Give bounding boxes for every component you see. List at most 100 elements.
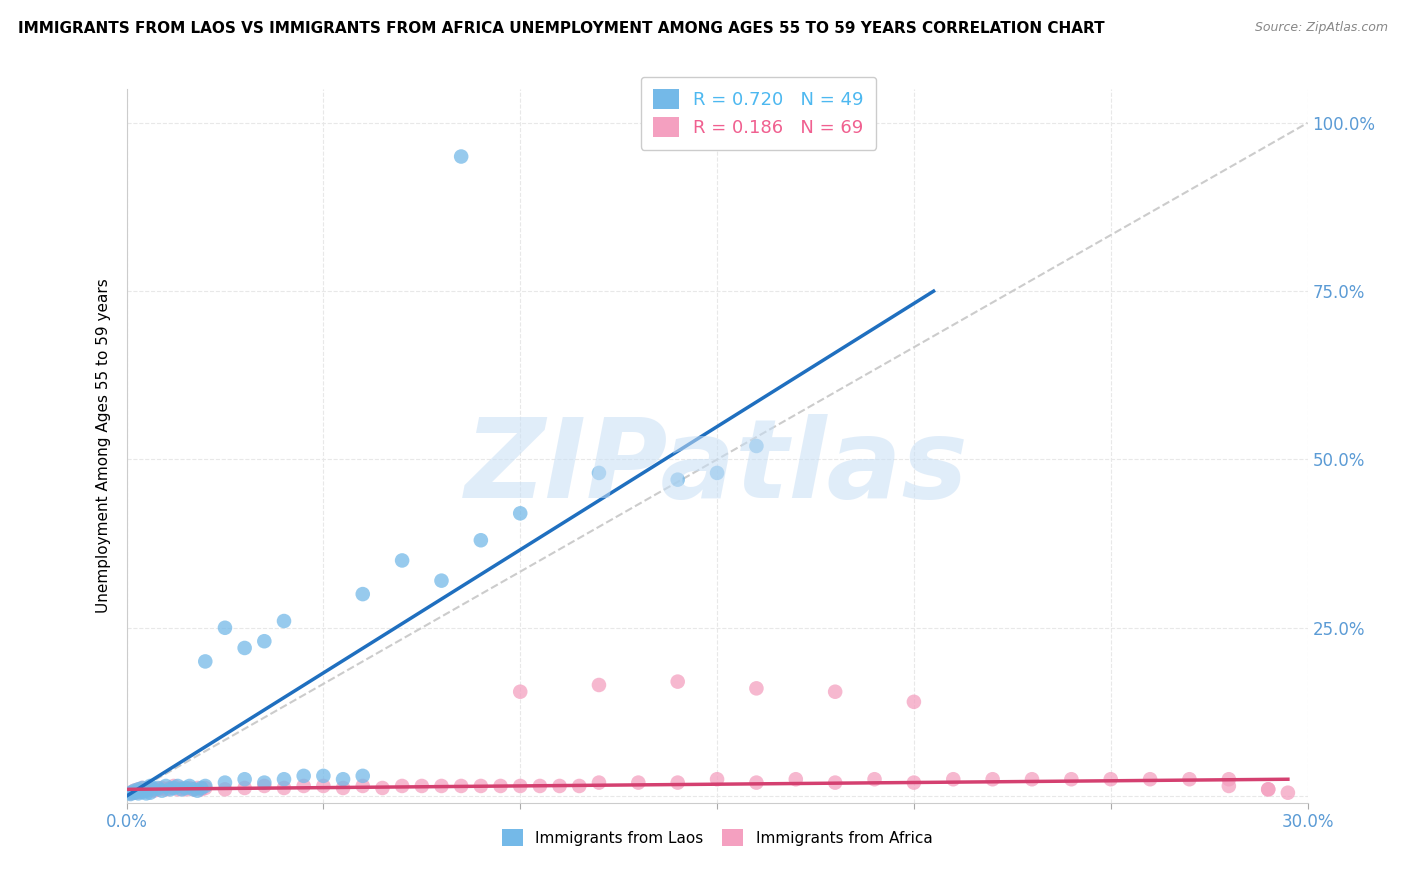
Point [214,775,236,789]
Point [745,439,768,453]
Point [120,786,142,800]
Point [450,779,472,793]
Point [588,775,610,789]
Point [120,786,142,800]
Point [124,783,146,797]
Point [143,782,166,797]
Point [1218,772,1240,787]
Point [135,786,157,800]
Point [190,782,212,797]
Point [450,149,472,163]
Point [1099,772,1122,787]
Text: IMMIGRANTS FROM LAOS VS IMMIGRANTS FROM AFRICA UNEMPLOYMENT AMONG AGES 55 TO 59 : IMMIGRANTS FROM LAOS VS IMMIGRANTS FROM … [18,21,1105,36]
Point [166,779,188,793]
Point [588,678,610,692]
Point [312,769,335,783]
Point [124,783,146,797]
Point [174,780,197,795]
Point [1060,772,1083,787]
Point [548,779,571,793]
Point [253,779,276,793]
Point [745,775,768,789]
Point [233,772,256,787]
Point [183,782,205,797]
Point [1257,782,1279,797]
Point [120,787,142,801]
Point [785,772,807,787]
Point [568,779,591,793]
Point [1218,779,1240,793]
Point [253,775,276,789]
Point [627,775,650,789]
Point [666,674,689,689]
Point [139,786,162,800]
Point [529,779,551,793]
Point [509,506,531,520]
Point [179,779,201,793]
Point [139,779,162,793]
Point [824,775,846,789]
Point [745,681,768,696]
Point [903,775,925,789]
Point [824,684,846,698]
Point [194,655,217,669]
Point [253,634,276,648]
Point [131,785,153,799]
Point [509,779,531,793]
Point [166,782,188,797]
Point [163,780,186,795]
Point [127,782,149,797]
Point [1257,782,1279,797]
Point [332,780,354,795]
Point [430,574,453,588]
Point [159,782,181,797]
Point [863,772,886,787]
Point [292,779,315,793]
Point [190,780,212,795]
Point [150,780,173,795]
Point [470,779,492,793]
Point [163,779,186,793]
Point [170,780,193,795]
Point [292,769,315,783]
Y-axis label: Unemployment Among Ages 55 to 59 years: Unemployment Among Ages 55 to 59 years [96,278,111,614]
Point [170,782,193,797]
Point [131,780,153,795]
Text: Source: ZipAtlas.com: Source: ZipAtlas.com [1254,21,1388,34]
Point [411,779,433,793]
Point [273,614,295,628]
Point [155,782,177,797]
Point [666,775,689,789]
Point [666,473,689,487]
Point [588,466,610,480]
Point [135,783,157,797]
Point [470,533,492,548]
Point [135,783,157,797]
Point [194,779,217,793]
Point [174,782,197,797]
Point [150,783,173,797]
Point [127,785,149,799]
Point [391,553,413,567]
Point [127,782,149,797]
Point [942,772,965,787]
Point [139,782,162,797]
Point [127,786,149,800]
Point [1021,772,1043,787]
Point [131,780,153,795]
Legend: Immigrants from Laos, Immigrants from Africa: Immigrants from Laos, Immigrants from Af… [496,823,938,852]
Point [179,780,201,795]
Point [312,779,335,793]
Point [124,786,146,800]
Point [214,621,236,635]
Point [489,779,512,793]
Point [186,783,208,797]
Point [146,782,169,797]
Point [391,779,413,793]
Point [194,780,217,795]
Text: ZIPatlas: ZIPatlas [465,414,969,521]
Point [706,772,728,787]
Point [1277,786,1299,800]
Point [1139,772,1161,787]
Point [120,786,142,800]
